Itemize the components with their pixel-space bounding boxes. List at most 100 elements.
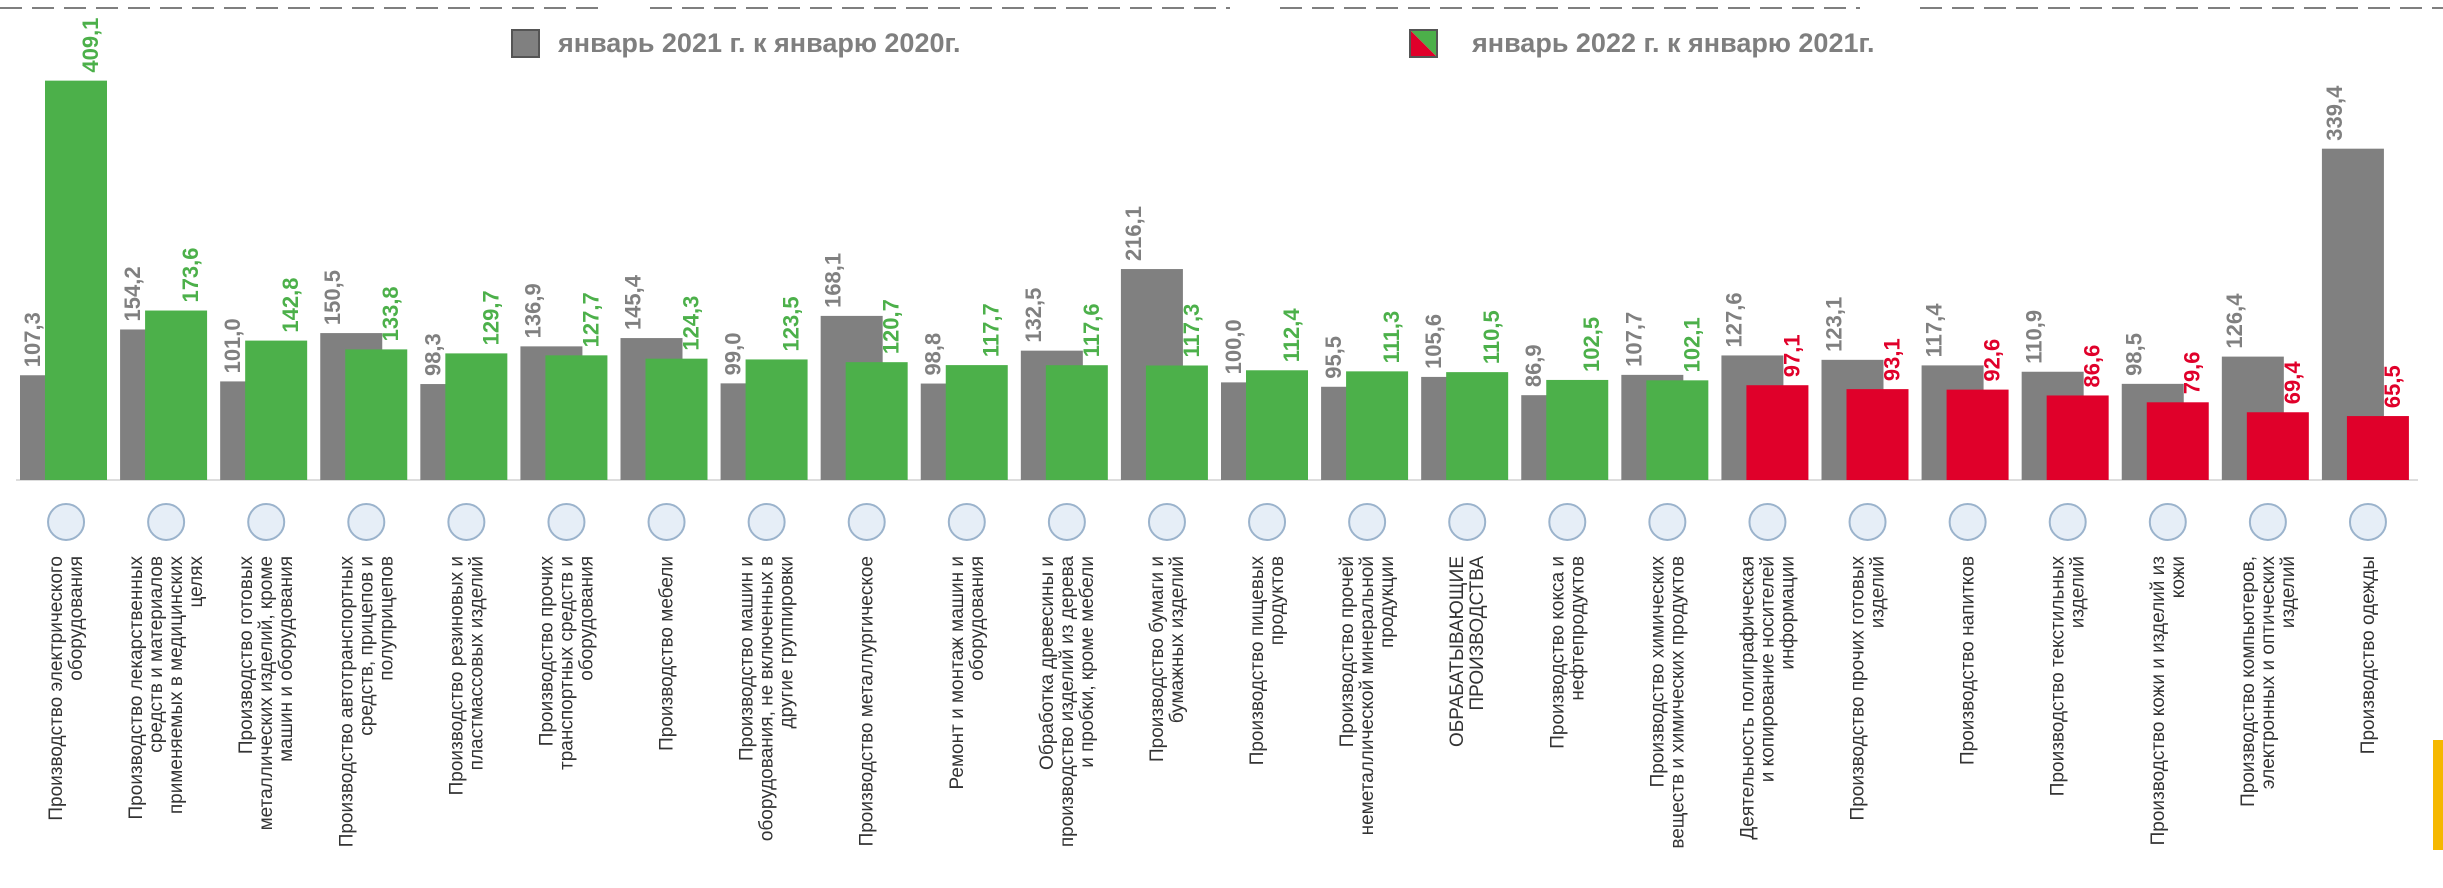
icon bbox=[448, 504, 484, 540]
icon bbox=[1649, 504, 1685, 540]
value-label: 65,5 bbox=[2380, 365, 2405, 408]
value-label: 127,6 bbox=[1721, 292, 1746, 347]
value-label: 154,2 bbox=[120, 266, 145, 321]
category-label: Обработка древесины ипроизводство издели… bbox=[1037, 556, 1098, 848]
legend-swatch bbox=[512, 30, 539, 57]
category-label: Производство машин иоборудования, не вкл… bbox=[737, 556, 798, 841]
value-label: 86,6 bbox=[2080, 345, 2105, 388]
icon bbox=[1449, 504, 1485, 540]
category-label: Производство лекарственныхсредств и мате… bbox=[126, 556, 207, 820]
icon bbox=[949, 504, 985, 540]
bar bbox=[1546, 380, 1608, 480]
value-label: 95,5 bbox=[1321, 336, 1346, 379]
icon bbox=[1749, 504, 1785, 540]
value-label: 339,4 bbox=[2322, 85, 2347, 141]
value-label: 107,3 bbox=[20, 312, 45, 367]
bar bbox=[45, 81, 107, 480]
icon bbox=[2350, 504, 2386, 540]
legend-label: январь 2021 г. к январю 2020г. bbox=[557, 28, 961, 58]
category-label: Производство компьютеров,электронных и о… bbox=[2238, 556, 2299, 807]
value-label: 168,1 bbox=[821, 253, 846, 308]
value-label: 124,3 bbox=[679, 296, 704, 351]
value-label: 99,0 bbox=[721, 333, 746, 376]
value-label: 98,5 bbox=[2122, 333, 2147, 376]
value-label: 69,4 bbox=[2280, 361, 2305, 405]
icon bbox=[1149, 504, 1185, 540]
bar bbox=[1646, 380, 1708, 480]
category-label: Производство прочейнеметаллической минер… bbox=[1337, 556, 1398, 835]
value-label: 123,1 bbox=[1822, 297, 1847, 352]
bar bbox=[2347, 416, 2409, 480]
icon bbox=[48, 504, 84, 540]
value-label: 101,0 bbox=[220, 318, 245, 373]
category-label: Производство резиновых ипластмассовых из… bbox=[446, 556, 487, 795]
bar bbox=[545, 355, 607, 480]
category-label: Производство пищевыхпродуктов bbox=[1247, 556, 1288, 766]
icon bbox=[1349, 504, 1385, 540]
value-label: 107,7 bbox=[1621, 312, 1646, 367]
value-label: 127,7 bbox=[578, 292, 603, 347]
value-label: 92,6 bbox=[1980, 339, 2005, 382]
bar bbox=[746, 359, 808, 480]
icon bbox=[649, 504, 685, 540]
category-label: Деятельность полиграфическаяи копировани… bbox=[1737, 556, 1798, 840]
value-label: 173,6 bbox=[178, 247, 203, 302]
category-label: Производство бумаги ибумажных изделий bbox=[1147, 556, 1188, 762]
value-label: 136,9 bbox=[520, 283, 545, 338]
chart: январь 2021 г. к январю 2020г. январь 202… bbox=[0, 0, 2443, 888]
value-label: 110,5 bbox=[1479, 310, 1504, 364]
bar bbox=[145, 311, 207, 480]
value-label: 110,9 bbox=[2022, 310, 2047, 364]
bar bbox=[2047, 395, 2109, 480]
category-label: Производство готовыхметаллических издели… bbox=[236, 556, 297, 831]
value-label: 409,1 bbox=[78, 18, 103, 73]
category-label: Производство напитков bbox=[1958, 556, 1979, 765]
bar bbox=[1446, 372, 1508, 480]
category-label: Ремонт и монтаж машин иоборудования bbox=[947, 556, 988, 789]
value-label: 105,6 bbox=[1421, 314, 1446, 369]
category-label: ОБРАБАТЫВАЮЩИЕПРОИЗВОДСТВА bbox=[1447, 556, 1488, 747]
value-label: 100,0 bbox=[1221, 319, 1246, 374]
value-label: 123,5 bbox=[779, 296, 804, 351]
value-label: 102,5 bbox=[1579, 317, 1604, 372]
value-label: 132,5 bbox=[1021, 288, 1046, 343]
value-label: 112,4 bbox=[1279, 308, 1304, 363]
icon bbox=[2150, 504, 2186, 540]
icon bbox=[749, 504, 785, 540]
value-label: 98,3 bbox=[420, 333, 445, 376]
bar bbox=[646, 359, 708, 480]
icon bbox=[2250, 504, 2286, 540]
category-label: Производство химическихвеществ и химичес… bbox=[1647, 556, 1688, 849]
category-label: Производство автотранспортныхсредств, пр… bbox=[336, 556, 397, 848]
bar bbox=[946, 365, 1008, 480]
icon bbox=[1049, 504, 1085, 540]
value-label: 97,1 bbox=[1779, 334, 1804, 377]
bar bbox=[1246, 370, 1308, 480]
icon bbox=[1950, 504, 1986, 540]
decor-bar bbox=[2433, 740, 2443, 850]
category-label: Производство мебели bbox=[657, 556, 678, 751]
category-label: Производство одежды bbox=[2358, 556, 2379, 754]
category-label: Производство прочихтранспортных средств … bbox=[536, 556, 597, 770]
icon bbox=[548, 504, 584, 540]
bar bbox=[1046, 365, 1108, 480]
value-label: 126,4 bbox=[2222, 293, 2247, 349]
bar bbox=[1146, 365, 1208, 480]
category-label: Производство прочих готовыхизделий bbox=[1848, 556, 1889, 821]
value-label: 216,1 bbox=[1121, 206, 1146, 261]
category-label: Производство кожи и изделий изкожи bbox=[2148, 556, 2189, 845]
value-label: 79,6 bbox=[2180, 351, 2205, 394]
bar bbox=[1346, 371, 1408, 480]
category-label: Производство электрическогооборудования bbox=[46, 556, 87, 821]
value-label: 117,3 bbox=[1179, 304, 1204, 358]
value-label: 133,8 bbox=[378, 286, 403, 341]
category-label: Производство металлургическое bbox=[857, 556, 878, 846]
value-label: 142,8 bbox=[278, 278, 303, 333]
icon bbox=[1850, 504, 1886, 540]
value-label: 117,7 bbox=[979, 303, 1004, 357]
value-label: 145,4 bbox=[621, 274, 646, 330]
legend-label: январь 2022 г. к январю 2021г. bbox=[1471, 28, 1875, 58]
bar bbox=[2247, 412, 2309, 480]
value-label: 102,1 bbox=[1679, 317, 1704, 372]
category-label: Производство текстильныхизделий bbox=[2048, 556, 2089, 797]
